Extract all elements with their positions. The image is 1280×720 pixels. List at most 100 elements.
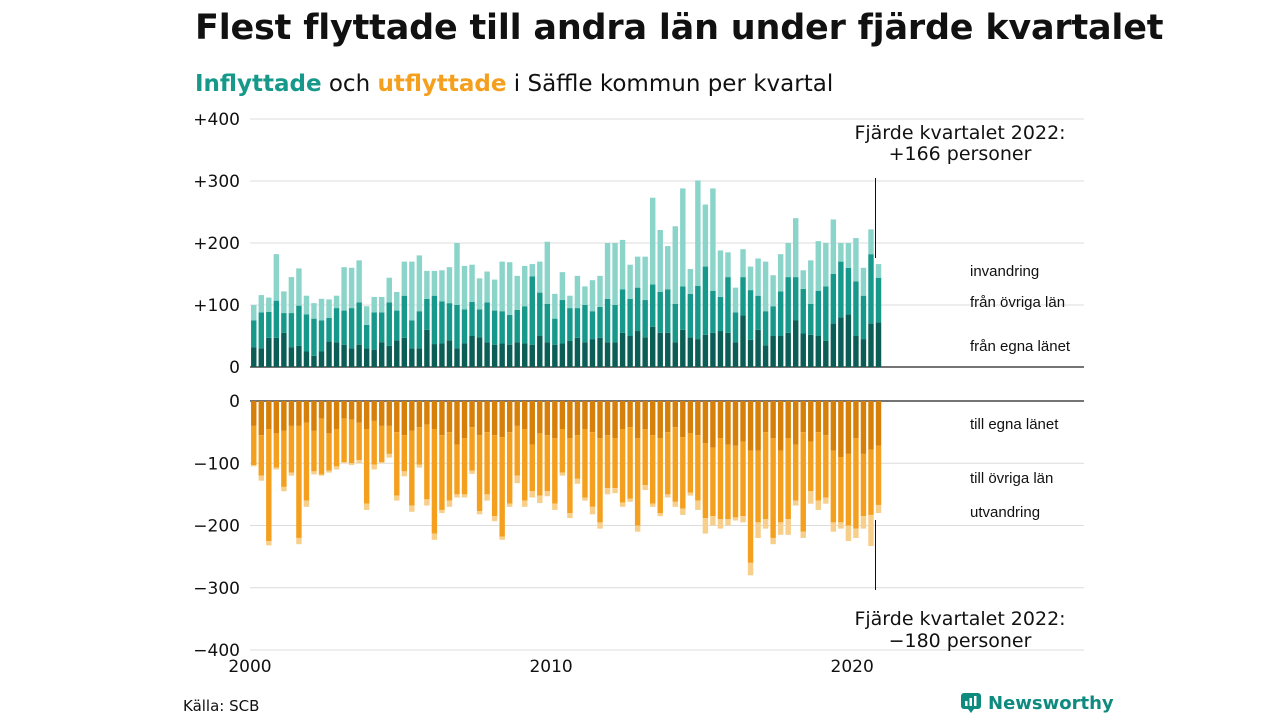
bar-in-invandring <box>793 218 799 278</box>
bar-in-invandring <box>785 243 791 278</box>
bar-out-utvandring <box>379 462 385 464</box>
bar-in-fran-egna-lanet <box>808 334 814 367</box>
bar-out-till-ovriga-lan <box>439 435 445 510</box>
bar-out-till-ovriga-lan <box>785 438 791 520</box>
bar-in-fran-ovriga-lan <box>409 320 415 349</box>
bar-out-utvandring <box>424 499 430 506</box>
bar-in-fran-ovriga-lan <box>266 311 272 338</box>
bar-out-utvandring <box>672 501 678 507</box>
bar-out-till-ovriga-lan <box>529 444 535 492</box>
newsworthy-logo[interactable]: Newsworthy <box>960 692 1114 714</box>
bar-in-invandring <box>747 266 754 291</box>
bar-out-till-ovriga-lan <box>710 447 716 517</box>
bar-in-invandring <box>266 297 272 312</box>
bar-out-utvandring <box>574 478 581 484</box>
bar-in-fran-egna-lanet <box>695 339 701 367</box>
bar-out-utvandring <box>506 503 513 507</box>
bar-in-invandring <box>401 261 408 296</box>
bar-out-till-ovriga-lan <box>740 441 746 517</box>
x-tick-label: 2000 <box>228 657 271 677</box>
bar-out-till-ovriga-lan <box>499 437 505 537</box>
bar-out-till-ovriga-lan <box>589 432 596 507</box>
bar-out-utvandring <box>589 506 596 515</box>
y-tick-bottom: −200 <box>193 517 240 537</box>
bar-out-till-egna-lanet <box>326 401 332 434</box>
bar-out-till-ovriga-lan <box>371 420 377 465</box>
bar-out-till-egna-lanet <box>258 401 265 436</box>
bar-in-invandring <box>348 267 355 309</box>
bar-in-invandring <box>740 249 746 278</box>
bar-in-fran-egna-lanet <box>379 342 385 367</box>
bar-in-fran-ovriga-lan <box>424 298 430 330</box>
bar-out-till-egna-lanet <box>574 401 581 436</box>
bar-in-fran-ovriga-lan <box>394 310 400 341</box>
bar-out-till-ovriga-lan <box>770 438 776 538</box>
bar-out-till-egna-lanet <box>732 401 739 446</box>
bar-out-utvandring <box>793 500 799 506</box>
bar-in-fran-egna-lanet <box>597 337 603 367</box>
bar-out-till-ovriga-lan <box>680 437 686 509</box>
bar-in-invandring <box>356 260 362 303</box>
label-fran-egna-lanet: från egna länet <box>970 338 1071 355</box>
bar-out-utvandring <box>717 519 724 529</box>
bar-out-till-ovriga-lan <box>386 425 392 454</box>
bar-in-fran-ovriga-lan <box>657 291 663 333</box>
bar-out-till-egna-lanet <box>266 401 272 430</box>
bar-out-utvandring <box>627 498 633 502</box>
bar-in-fran-ovriga-lan <box>484 302 490 343</box>
label-fran-ovriga-lan: från övriga län <box>970 294 1065 311</box>
bar-out-utvandring <box>386 453 392 458</box>
bar-in-fran-ovriga-lan <box>815 290 822 336</box>
bar-in-fran-egna-lanet <box>318 351 325 367</box>
bar-out-till-ovriga-lan <box>657 438 663 514</box>
bar-in-fran-egna-lanet <box>431 344 438 367</box>
x-tick-label: 2020 <box>831 657 874 677</box>
bar-in-fran-egna-lanet <box>732 342 739 367</box>
bar-in-fran-ovriga-lan <box>522 306 528 344</box>
annotation-top-line2: +166 personer <box>889 143 1032 165</box>
bar-in-invandring <box>318 298 325 321</box>
bar-out-utvandring <box>409 505 415 512</box>
bar-in-invandring <box>491 279 498 311</box>
bar-out-till-ovriga-lan <box>838 457 844 523</box>
bar-in-invandring <box>469 264 475 302</box>
bar-out-till-ovriga-lan <box>476 435 483 512</box>
bar-out-utvandring <box>356 460 362 464</box>
bar-in-invandring <box>853 238 859 282</box>
bar-out-utvandring <box>461 494 468 498</box>
bar-in-invandring <box>762 261 769 312</box>
bar-in-fran-ovriga-lan <box>634 287 641 332</box>
bar-out-till-ovriga-lan <box>702 443 709 519</box>
bar-out-till-ovriga-lan <box>687 433 694 493</box>
bar-out-till-egna-lanet <box>522 401 528 430</box>
bar-in-fran-ovriga-lan <box>379 312 385 343</box>
bar-in-fran-ovriga-lan <box>469 301 475 336</box>
bar-out-utvandring <box>348 463 355 466</box>
bar-out-till-egna-lanet <box>318 401 325 419</box>
label-utvandring: utvandring <box>970 504 1040 521</box>
bar-out-utvandring <box>815 500 822 510</box>
bar-out-till-egna-lanet <box>454 401 460 445</box>
bar-in-fran-ovriga-lan <box>597 306 603 338</box>
bar-in-fran-ovriga-lan <box>258 312 265 349</box>
bar-out-utvandring <box>333 466 340 470</box>
bar-out-utvandring <box>514 475 520 484</box>
bar-in-invandring <box>552 293 558 319</box>
bar-out-till-egna-lanet <box>386 401 392 426</box>
bar-in-fran-egna-lanet <box>800 333 806 367</box>
bar-out-till-ovriga-lan <box>379 425 385 463</box>
bar-in-fran-ovriga-lan <box>341 310 347 345</box>
bar-out-till-ovriga-lan <box>800 432 806 532</box>
bar-in-fran-egna-lanet <box>762 345 769 367</box>
bar-out-till-egna-lanet <box>785 401 791 439</box>
bar-in-fran-ovriga-lan <box>642 300 648 338</box>
source-note: Källa: SCB <box>183 697 260 715</box>
bar-in-invandring <box>725 252 731 278</box>
bar-in-fran-ovriga-lan <box>363 324 370 349</box>
bar-in-fran-ovriga-lan <box>755 295 761 330</box>
bar-out-till-egna-lanet <box>740 401 746 442</box>
bar-in-invandring <box>702 204 709 267</box>
bar-out-till-ovriga-lan <box>868 449 874 515</box>
bar-out-till-egna-lanet <box>657 401 663 439</box>
